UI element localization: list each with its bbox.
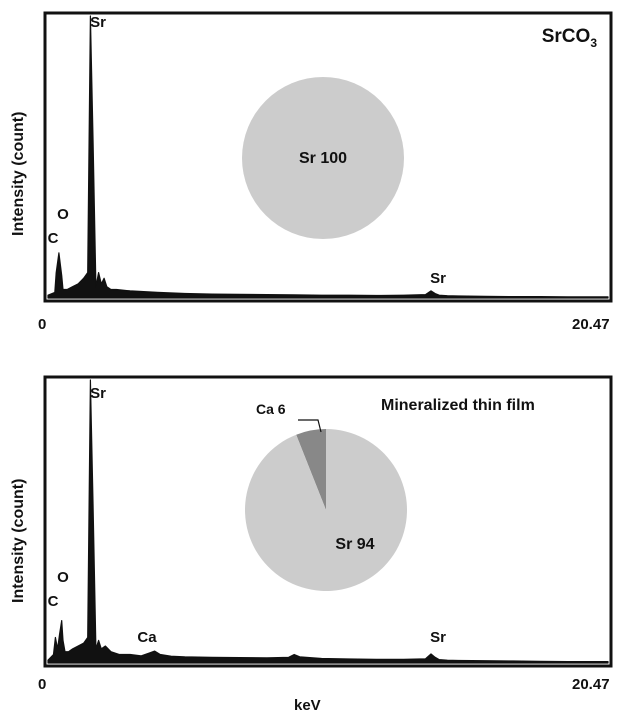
y-axis-label: Intensity (count) (10, 478, 27, 603)
pie-label-sr-94: Sr 94 (335, 536, 375, 553)
thin-film-spectrum-chart (43, 375, 613, 668)
panel-title: SrCO3 (541, 26, 597, 50)
x-tick-label-min: 0 (38, 676, 47, 693)
pie-slice-sr-94 (245, 429, 408, 591)
pie-leader-line (298, 419, 322, 433)
pie-slice-sr-100 (242, 77, 404, 239)
peak-label-c: C (47, 230, 59, 247)
plot-frame (43, 375, 613, 668)
peak-label-o: O (57, 206, 69, 223)
srco3-spectrum-chart (43, 11, 613, 303)
spectrum-series-0 (47, 15, 609, 299)
y-axis-label: Intensity (count) (10, 111, 27, 236)
peak-label-sr-main: Sr (90, 385, 106, 402)
peak-label-sr-high: Sr (430, 629, 446, 646)
thin-film-panel: Intensity (count) 0 20.47 Mineralized th… (0, 365, 627, 718)
x-axis-title: keV (294, 697, 321, 714)
spectrum-series-0 (47, 379, 609, 664)
pie-label-ca-6: Ca 6 (256, 401, 286, 417)
plot-frame (43, 11, 613, 303)
panel-title: Mineralized thin film (381, 397, 535, 414)
srco3-panel: Intensity (count) 0 20.47 SrCO3 Sr O C S… (0, 0, 627, 340)
x-tick-label-max: 20.47 (572, 316, 610, 333)
pie-slice-ca-6 (296, 429, 326, 510)
peak-label-c: C (47, 593, 59, 610)
peak-label-sr-high: Sr (430, 270, 446, 287)
x-tick-label-max: 20.47 (572, 676, 610, 693)
pie-label-sr-100: Sr 100 (298, 150, 348, 167)
x-tick-label-min: 0 (38, 316, 47, 333)
peak-label-sr-main: Sr (90, 14, 106, 31)
peak-label-ca: Ca (137, 629, 157, 646)
peak-label-o: O (57, 569, 69, 586)
